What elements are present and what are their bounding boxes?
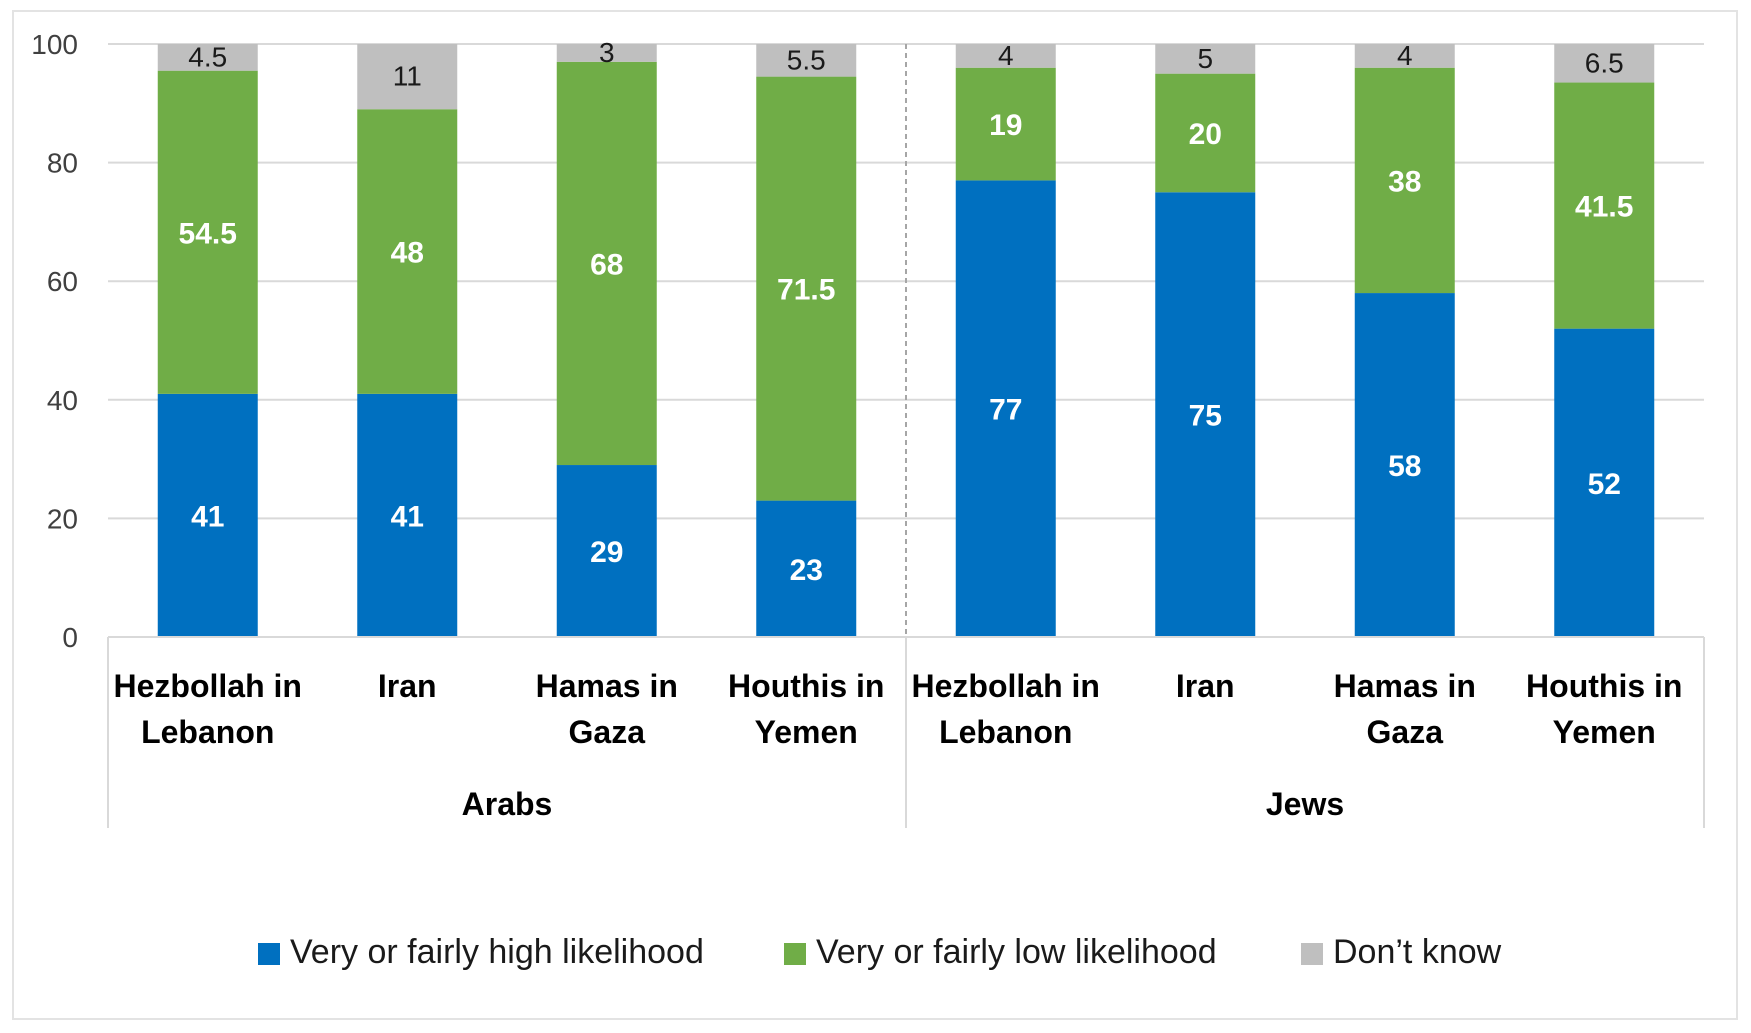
data-label: 58 — [1388, 450, 1421, 483]
data-label: 48 — [391, 237, 424, 270]
bar-segment — [1155, 44, 1256, 74]
bar-segment — [1554, 82, 1655, 329]
category-label: Hamas in — [1334, 668, 1476, 704]
data-labels: 41 54.5 4.5 41 48 11 29 68 3 23 71.5 5.5 77 19 4 75 20 5 5… — [179, 37, 1634, 587]
bar-segment — [1354, 67, 1455, 294]
data-label: 52 — [1588, 468, 1621, 501]
bar-segment — [157, 70, 258, 394]
bar-segment — [756, 44, 857, 77]
axes: 0 20 40 60 80 100 Arabs Hezbollah in Lebanon Iran… — [31, 29, 1705, 828]
bar-segment — [1155, 192, 1256, 637]
data-label: 71.5 — [777, 274, 835, 307]
category-label: Gaza — [1367, 714, 1444, 750]
bar-segment — [756, 76, 857, 501]
bar-segment — [556, 61, 657, 466]
y-tick-label: 40 — [47, 385, 78, 416]
data-label: 5.5 — [787, 44, 826, 75]
data-label: 23 — [790, 554, 823, 587]
category-label: Houthis in — [1526, 668, 1682, 704]
group-label: Jews — [1266, 786, 1344, 822]
category-label: Houthis in — [728, 668, 884, 704]
category-label: Yemen — [755, 714, 858, 750]
y-tick-label: 0 — [62, 622, 78, 653]
bar-segment — [556, 44, 657, 62]
category-label: Hezbollah in — [114, 668, 302, 704]
bar-segment — [357, 109, 458, 394]
bar-segment — [1354, 293, 1455, 637]
data-label: 19 — [989, 109, 1022, 142]
data-label: 4.5 — [188, 41, 227, 72]
bar-segment — [357, 44, 458, 110]
data-label: 41 — [191, 500, 224, 533]
bar-segment — [955, 44, 1056, 68]
bar-segment — [157, 44, 258, 71]
legend-swatch — [1301, 943, 1323, 965]
legend-label: Don’t know — [1333, 933, 1502, 971]
data-label: 5 — [1197, 43, 1213, 74]
bar-segment — [1554, 328, 1655, 637]
category-label: Iran — [1176, 668, 1235, 704]
legend-swatch — [258, 943, 280, 965]
data-label: 4 — [998, 40, 1014, 71]
category-label: Lebanon — [939, 714, 1072, 750]
y-tick-label: 60 — [47, 266, 78, 297]
data-label: 20 — [1189, 118, 1222, 151]
data-label: 41 — [391, 500, 424, 533]
legend-swatch — [784, 943, 806, 965]
bar-segment — [357, 393, 458, 637]
bar-segment — [1354, 44, 1455, 68]
data-label: 6.5 — [1585, 47, 1624, 78]
category-label: Hezbollah in — [912, 668, 1100, 704]
category-label: Gaza — [569, 714, 646, 750]
legend-label: Very or fairly low likelihood — [816, 933, 1217, 971]
data-label: 77 — [989, 394, 1022, 427]
legend-label: Very or fairly high likelihood — [290, 933, 704, 971]
category-label: Yemen — [1553, 714, 1656, 750]
bar-segment — [556, 465, 657, 637]
data-label: 38 — [1388, 165, 1421, 198]
category-label: Iran — [378, 668, 437, 704]
y-tick-label: 20 — [47, 503, 78, 534]
data-label: 41.5 — [1575, 191, 1633, 224]
bar-segment — [157, 393, 258, 637]
group-label: Arabs — [462, 786, 553, 822]
y-tick-label: 80 — [47, 148, 78, 179]
bars — [157, 44, 1655, 637]
bar-segment — [955, 180, 1056, 637]
data-label: 54.5 — [179, 217, 237, 250]
category-label: Hamas in — [536, 668, 678, 704]
data-label: 68 — [590, 248, 623, 281]
legend: Very or fairly high likelihood Very or fa… — [258, 933, 1502, 971]
data-label: 4 — [1397, 40, 1413, 71]
data-label: 75 — [1189, 400, 1222, 433]
data-label: 29 — [590, 536, 623, 569]
bar-segment — [1554, 44, 1655, 83]
y-tick-label: 100 — [31, 29, 78, 60]
bar-segment — [1155, 73, 1256, 193]
data-label: 11 — [393, 61, 422, 92]
bar-segment — [955, 67, 1056, 181]
bar-segment — [756, 500, 857, 637]
category-label: Lebanon — [141, 714, 274, 750]
data-label: 3 — [599, 37, 615, 68]
